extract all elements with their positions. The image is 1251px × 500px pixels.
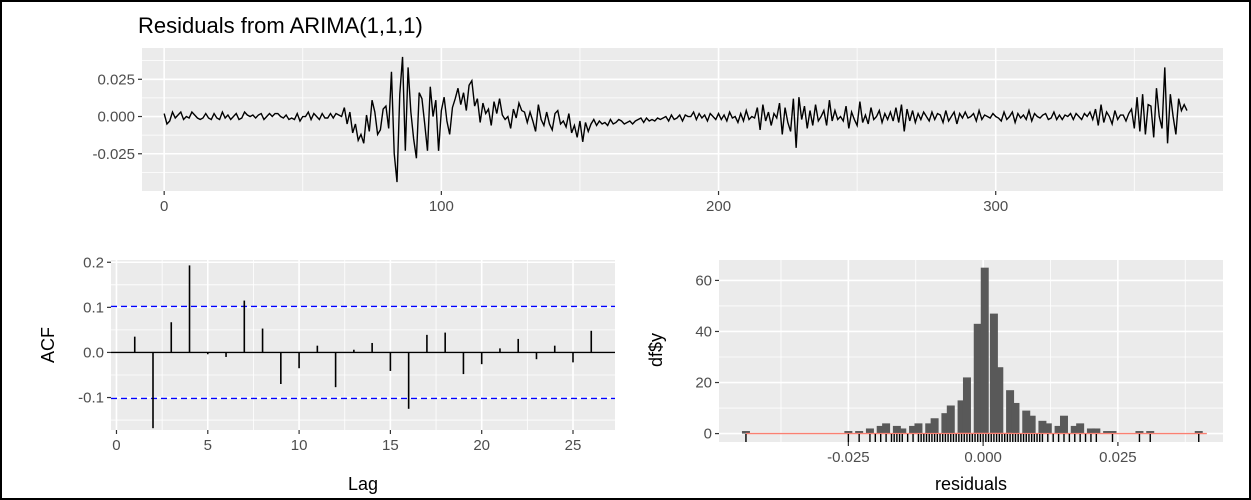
acf-x-axis-title: Lag (348, 474, 378, 494)
histogram-bar (962, 377, 971, 434)
histogram-bar (909, 425, 918, 434)
histogram-bar (1027, 415, 1036, 434)
histogram-bar (957, 400, 966, 434)
histogram-bar (892, 425, 901, 434)
histogram-bar (941, 413, 950, 434)
histogram-x-tick-label: -0.025 (827, 449, 870, 466)
acf-bars (133, 265, 593, 429)
histogram-y-tick-label: 60 (695, 272, 712, 289)
acf-x-tick-label: 10 (291, 437, 308, 454)
histogram-panel-background (719, 260, 1223, 442)
histogram-bar (946, 405, 955, 434)
histogram-bar (865, 428, 874, 434)
histogram-bar (995, 367, 1004, 434)
histogram-axes: -0.025 0.000 0.025 0 20 40 60 (695, 272, 1136, 466)
plot-title: Residuals from ARIMA(1,1,1) (138, 13, 423, 38)
histogram-bar (1103, 431, 1112, 434)
acf-x-tick-label: 0 (112, 437, 120, 454)
histogram-bar (989, 313, 998, 434)
time-series-x-tick-label: 100 (429, 198, 454, 215)
histogram-bar (925, 423, 934, 434)
time-series-x-tick-label: 200 (706, 198, 731, 215)
residual-rug (745, 434, 1200, 442)
histogram-x-tick-label: 0.000 (964, 449, 1002, 466)
histogram-bar (1038, 420, 1047, 434)
acf-x-tick-label: 20 (473, 437, 490, 454)
time-series-x-tick-label: 300 (983, 198, 1008, 215)
histogram-bar (973, 323, 982, 434)
histogram-y-tick-label: 0 (704, 426, 712, 443)
residual-time-series-panel: 0 100 200 300 -0.025 0.000 0.025 (92, 48, 1223, 215)
histogram-x-tick-label: 0.025 (1099, 449, 1137, 466)
time-series-x-tick-label: 0 (160, 198, 168, 215)
time-series-y-tick-label: 0.025 (97, 71, 135, 88)
histogram-bar (855, 431, 864, 434)
histogram-bar (1086, 428, 1095, 434)
histogram-bar (1011, 402, 1020, 434)
histogram-bar (1076, 423, 1085, 434)
time-series-y-tick-label: -0.025 (92, 146, 135, 163)
histogram-bar (876, 425, 885, 434)
acf-x-tick-label: 25 (565, 437, 582, 454)
histogram-bars (741, 267, 1203, 434)
acf-y-tick-label: 0.0 (83, 344, 104, 361)
histogram-bar (1146, 431, 1155, 434)
residual-series-line (163, 56, 1188, 183)
histogram-bar (914, 423, 923, 434)
acf-y-tick-label: 0.2 (83, 254, 104, 271)
histogram-panel: -0.025 0.000 0.025 0 20 40 60 residuals df$y (646, 260, 1223, 494)
histogram-bar (980, 267, 989, 434)
acf-panel: 0 5 10 15 20 25 -0.1 0.0 0.1 0.2 Lag ACF (38, 254, 615, 494)
histogram-bar (1043, 423, 1052, 434)
acf-y-axis-title: ACF (38, 327, 58, 363)
acf-x-tick-label: 15 (382, 437, 399, 454)
time-series-axes: 0 100 200 300 -0.025 0.000 0.025 (92, 71, 1008, 215)
histogram-bar (882, 423, 891, 434)
histogram-bar (1022, 410, 1031, 434)
histogram-bar (1194, 431, 1203, 434)
time-series-minor-grid (142, 48, 1223, 191)
histogram-bar (930, 418, 939, 434)
histogram-bar (1092, 428, 1101, 434)
histogram-y-axis-title: df$y (646, 333, 666, 367)
acf-axes: 0 5 10 15 20 25 -0.1 0.0 0.1 0.2 (78, 254, 581, 454)
acf-minor-grid (111, 260, 615, 430)
histogram-bar (1108, 431, 1117, 434)
histogram-bar (1006, 390, 1015, 434)
histogram-bar (1135, 431, 1144, 434)
histogram-bar (1070, 425, 1079, 434)
histogram-bar (1054, 425, 1063, 434)
acf-y-tick-label: 0.1 (83, 299, 104, 316)
time-series-y-tick-label: 0.000 (97, 109, 135, 126)
histogram-y-tick-label: 40 (695, 323, 712, 340)
histogram-bar (898, 428, 907, 434)
histogram-bar (741, 431, 750, 434)
histogram-x-axis-title: residuals (935, 474, 1007, 494)
histogram-minor-grid (719, 260, 1223, 442)
histogram-bar (844, 431, 853, 434)
histogram-bar (1059, 415, 1068, 434)
acf-y-tick-label: -0.1 (78, 390, 104, 407)
histogram-y-tick-label: 20 (695, 375, 712, 392)
acf-x-tick-label: 5 (204, 437, 212, 454)
acf-panel-background (111, 260, 615, 430)
